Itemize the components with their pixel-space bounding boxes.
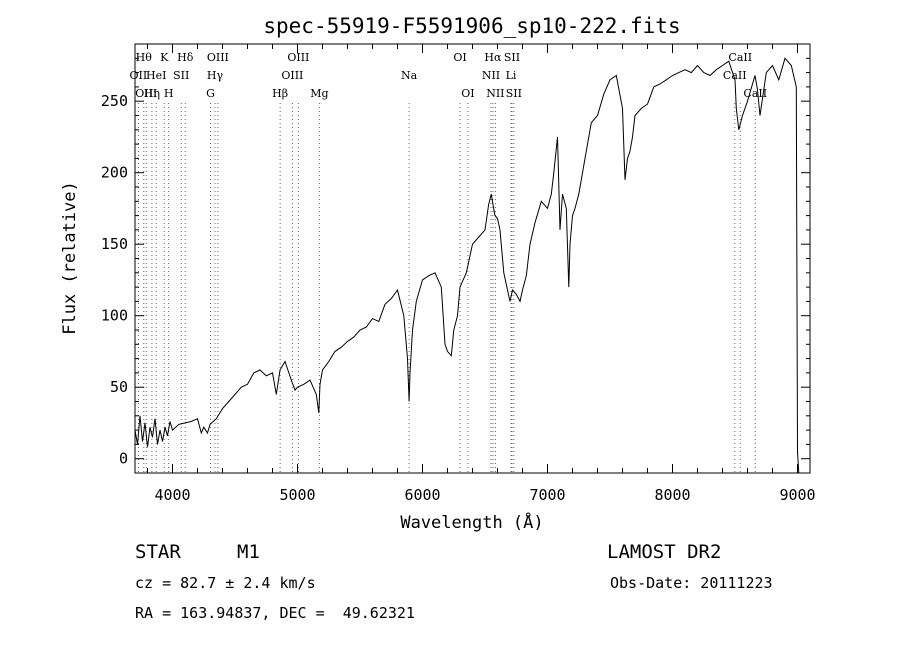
axis-ticks: 4000 5000 6000 7000 8000 9000 0 50 100 150 200 250 xyxy=(101,43,816,504)
marker-label: NII xyxy=(486,87,504,100)
marker-label: Na xyxy=(401,69,418,82)
survey-name: LAMOST DR2 xyxy=(607,541,722,563)
marker-label: NII xyxy=(482,69,500,82)
object-subclass: M1 xyxy=(237,541,260,563)
marker-label: CaII xyxy=(728,51,752,64)
marker-label: OI xyxy=(453,51,466,64)
plot-area xyxy=(134,57,800,474)
marker-label: SII xyxy=(173,69,189,82)
x-axis-label: Wavelength (Å) xyxy=(400,511,543,533)
marker-label: CaII xyxy=(743,87,767,100)
x-tick-label: 6000 xyxy=(404,486,440,504)
y-tick-label: 0 xyxy=(119,450,128,468)
y-tick-label: 250 xyxy=(101,92,128,110)
y-axis-label: Flux (relative) xyxy=(60,181,80,335)
marker-label: OIII xyxy=(207,51,229,64)
chart-title: spec-55919-F5591906_sp10-222.fits xyxy=(263,14,680,38)
y-tick-label: 150 xyxy=(101,235,128,253)
redshift-text: cz = 82.7 ± 2.4 km/s xyxy=(135,574,316,592)
marker-label: Li xyxy=(506,69,517,82)
marker-label: Hδ xyxy=(177,51,194,64)
marker-label: OIII xyxy=(287,51,309,64)
marker-label: Hγ xyxy=(207,69,224,82)
marker-label: OIII xyxy=(135,87,157,100)
marker-label: G xyxy=(206,87,215,100)
obs-date-text: Obs-Date: 20111223 xyxy=(610,574,773,592)
spectral-line-markers: OIIHθOIIIHηHeIKHSIIHδGHγOIIIHβOIIIOIIIMg… xyxy=(130,51,767,473)
marker-label: Mg xyxy=(310,87,328,100)
spectrum-line xyxy=(134,57,800,474)
marker-label: H xyxy=(164,87,174,100)
marker-label: OI xyxy=(461,87,474,100)
x-tick-label: 8000 xyxy=(654,486,690,504)
marker-label: Hθ xyxy=(136,51,153,64)
marker-label: OII xyxy=(130,69,148,82)
y-tick-label: 100 xyxy=(101,307,128,325)
coordinates-text: RA = 163.94837, DEC = 49.62321 xyxy=(135,604,415,622)
y-tick-label: 200 xyxy=(101,164,128,182)
marker-label: Hα xyxy=(484,51,502,64)
marker-label: OIII xyxy=(281,69,303,82)
y-tick-label: 50 xyxy=(110,378,128,396)
x-tick-label: 9000 xyxy=(779,486,815,504)
marker-label: SII xyxy=(504,51,520,64)
plot-frame xyxy=(134,43,811,474)
x-tick-label: 5000 xyxy=(279,486,315,504)
object-class: STAR xyxy=(135,541,181,563)
marker-label: SII xyxy=(506,87,522,100)
marker-label: CaII xyxy=(723,69,747,82)
marker-label: HeI xyxy=(146,69,166,82)
x-tick-label: 7000 xyxy=(529,486,565,504)
marker-label: K xyxy=(160,51,169,64)
x-tick-label: 4000 xyxy=(154,486,190,504)
marker-label: Hη xyxy=(144,87,160,100)
marker-label: Hβ xyxy=(272,87,288,100)
